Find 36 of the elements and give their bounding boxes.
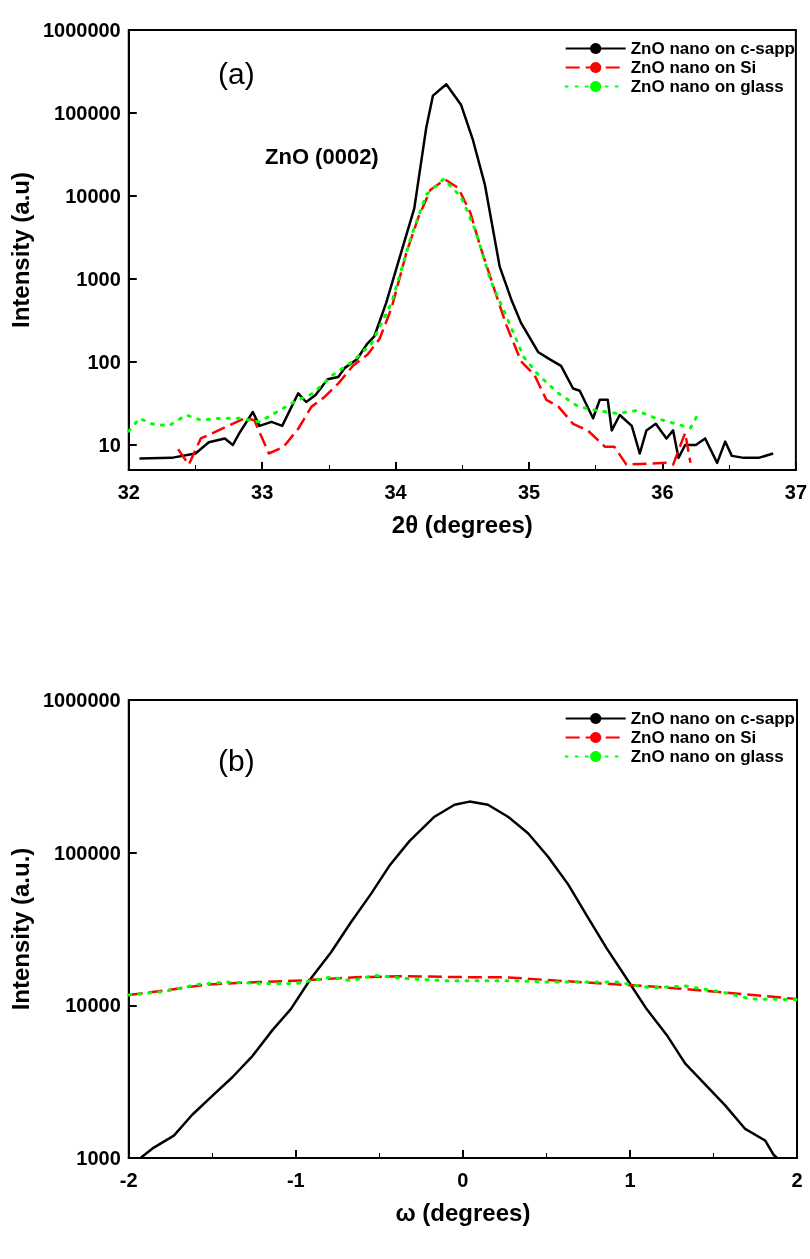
annotation: ZnO (0002) xyxy=(265,143,379,169)
y-tick-label: 10000 xyxy=(65,994,121,1017)
x-tick-label: -2 xyxy=(119,1169,138,1191)
legend-label: ZnO nano on c-sapp xyxy=(630,709,796,728)
legend-label: ZnO nano on Si xyxy=(630,58,757,77)
x-tick-label: 33 xyxy=(251,481,274,503)
y-tick-label: 10 xyxy=(98,434,121,457)
line-series xyxy=(127,177,700,433)
legend-label: ZnO nano on Si xyxy=(630,728,757,747)
x-tick-label: 35 xyxy=(517,481,541,503)
y-tick-label: 100 xyxy=(87,351,121,374)
x-axis-title: ω (degrees) xyxy=(395,1198,531,1226)
y-axis-title: Intensity (a.u) xyxy=(6,171,34,329)
legend-label: ZnO nano on glass xyxy=(630,77,784,96)
annotation: (b) xyxy=(218,743,255,777)
y-tick-label: 1000 xyxy=(76,1147,121,1169)
y-tick-label: 1000 xyxy=(76,268,121,291)
y-tick-label: 1000000 xyxy=(42,19,121,41)
legend-label: ZnO nano on c-sapp xyxy=(630,39,796,58)
x-tick-label: 32 xyxy=(117,481,140,503)
x-tick-label: 34 xyxy=(384,481,408,503)
x-tick-label: -1 xyxy=(286,1169,305,1191)
x-axis-title: 2θ (degrees) xyxy=(391,510,533,538)
line-series xyxy=(176,178,692,466)
y-tick-label: 100000 xyxy=(54,102,121,124)
y-axis-title: Intensity (a.u.) xyxy=(6,847,34,1011)
y-tick-label: 1000000 xyxy=(42,689,121,711)
y-tick-label: 10000 xyxy=(65,185,121,208)
x-tick-label: 1 xyxy=(624,1169,636,1191)
x-tick-label: 36 xyxy=(651,481,674,503)
legend-label: ZnO nano on glass xyxy=(630,747,784,766)
annotation: (a) xyxy=(218,56,255,90)
x-tick-label: 37 xyxy=(784,481,807,503)
y-tick-label: 100000 xyxy=(54,841,121,864)
x-tick-label: 2 xyxy=(791,1169,803,1191)
x-tick-label: 0 xyxy=(457,1169,469,1191)
